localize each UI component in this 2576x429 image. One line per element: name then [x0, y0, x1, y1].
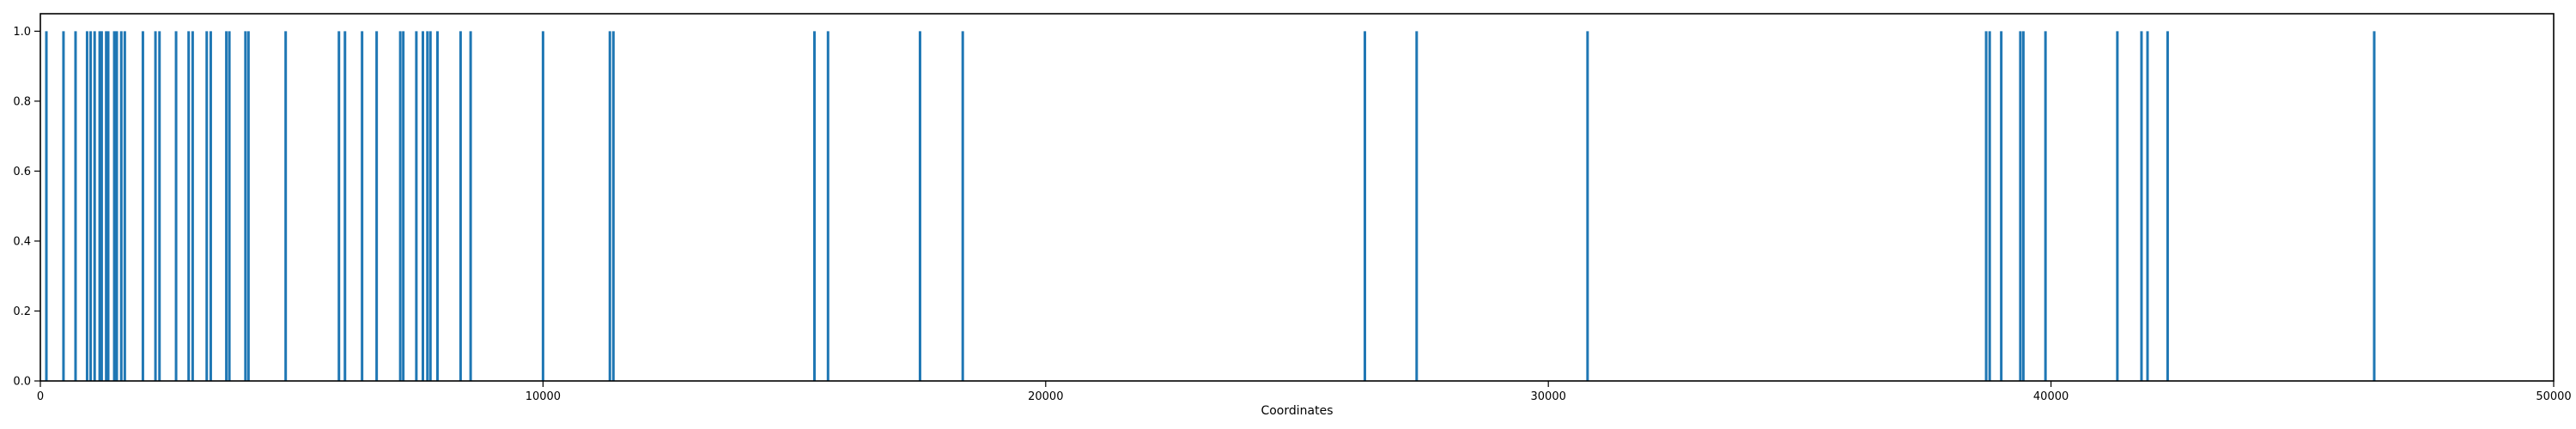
bar: [174, 31, 178, 381]
bar: [154, 31, 157, 381]
plot-frame: [39, 13, 2555, 382]
x-axis-label: Coordinates: [1261, 404, 1333, 418]
bar: [284, 31, 288, 381]
bar: [2019, 31, 2022, 381]
y-tick-label: 0.4: [13, 235, 31, 248]
x-tick-label: 10000: [526, 390, 561, 403]
y-tick-label: 1.0: [13, 26, 31, 39]
y-tick-label: 0.6: [13, 166, 31, 178]
bar: [123, 31, 126, 381]
bar: [2140, 31, 2143, 381]
bar: [246, 31, 250, 381]
bar: [459, 31, 462, 381]
bar: [2044, 31, 2047, 381]
bar: [343, 31, 347, 381]
bar: [469, 31, 472, 381]
bar: [2021, 31, 2025, 381]
bar: [426, 31, 429, 381]
bar: [85, 31, 88, 381]
bar: [375, 31, 379, 381]
bar: [105, 31, 108, 381]
x-axis-ticks: 0 10000 20000 30000 40000 50000: [37, 381, 2572, 403]
bar: [191, 31, 194, 381]
bar: [337, 31, 341, 381]
bar: [106, 31, 110, 381]
bar: [2116, 31, 2119, 381]
x-tick-label: 50000: [2536, 390, 2571, 403]
y-tick-label: 0.8: [13, 95, 31, 108]
bar: [398, 31, 402, 381]
bar: [115, 31, 118, 381]
x-tick-label: 30000: [1531, 390, 1566, 403]
bar: [1415, 31, 1419, 381]
bar: [62, 31, 65, 381]
bar: [2372, 31, 2376, 381]
bar: [2000, 31, 2003, 381]
bar: [2146, 31, 2149, 381]
bar: [402, 31, 405, 381]
plot-background: [40, 14, 2554, 381]
bar: [1988, 31, 1991, 381]
bar: [918, 31, 921, 381]
bar: [158, 31, 161, 381]
bar: [100, 31, 103, 381]
bar: [961, 31, 964, 381]
bar: [415, 31, 418, 381]
bar: [209, 31, 212, 381]
bar: [813, 31, 817, 381]
x-tick-label: 20000: [1028, 390, 1063, 403]
bar: [141, 31, 144, 381]
bar: [541, 31, 544, 381]
bar-series: [45, 31, 2376, 381]
bar: [228, 31, 231, 381]
bar: [826, 31, 829, 381]
bar: [1586, 31, 1589, 381]
bar: [428, 31, 432, 381]
bar: [361, 31, 364, 381]
bar: [205, 31, 209, 381]
bar: [435, 31, 439, 381]
bar: [45, 31, 48, 381]
bar: [119, 31, 123, 381]
bar: [244, 31, 247, 381]
y-axis-ticks: 0.0 0.2 0.4 0.6 0.8 1.0: [13, 26, 40, 389]
bar: [112, 31, 116, 381]
bar: [611, 31, 615, 381]
bar: [187, 31, 191, 381]
bar: [1984, 31, 1988, 381]
bar: [421, 31, 424, 381]
y-tick-label: 0.0: [13, 376, 31, 389]
bar: [98, 31, 101, 381]
bar: [74, 31, 77, 381]
y-tick-label: 0.2: [13, 305, 31, 318]
bar: [93, 31, 96, 381]
x-tick-label: 40000: [2033, 390, 2069, 403]
bar: [89, 31, 93, 381]
bar: [1364, 31, 1367, 381]
bar: [608, 31, 611, 381]
bar: [2166, 31, 2169, 381]
x-tick-label: 0: [37, 390, 44, 403]
bar: [225, 31, 228, 381]
